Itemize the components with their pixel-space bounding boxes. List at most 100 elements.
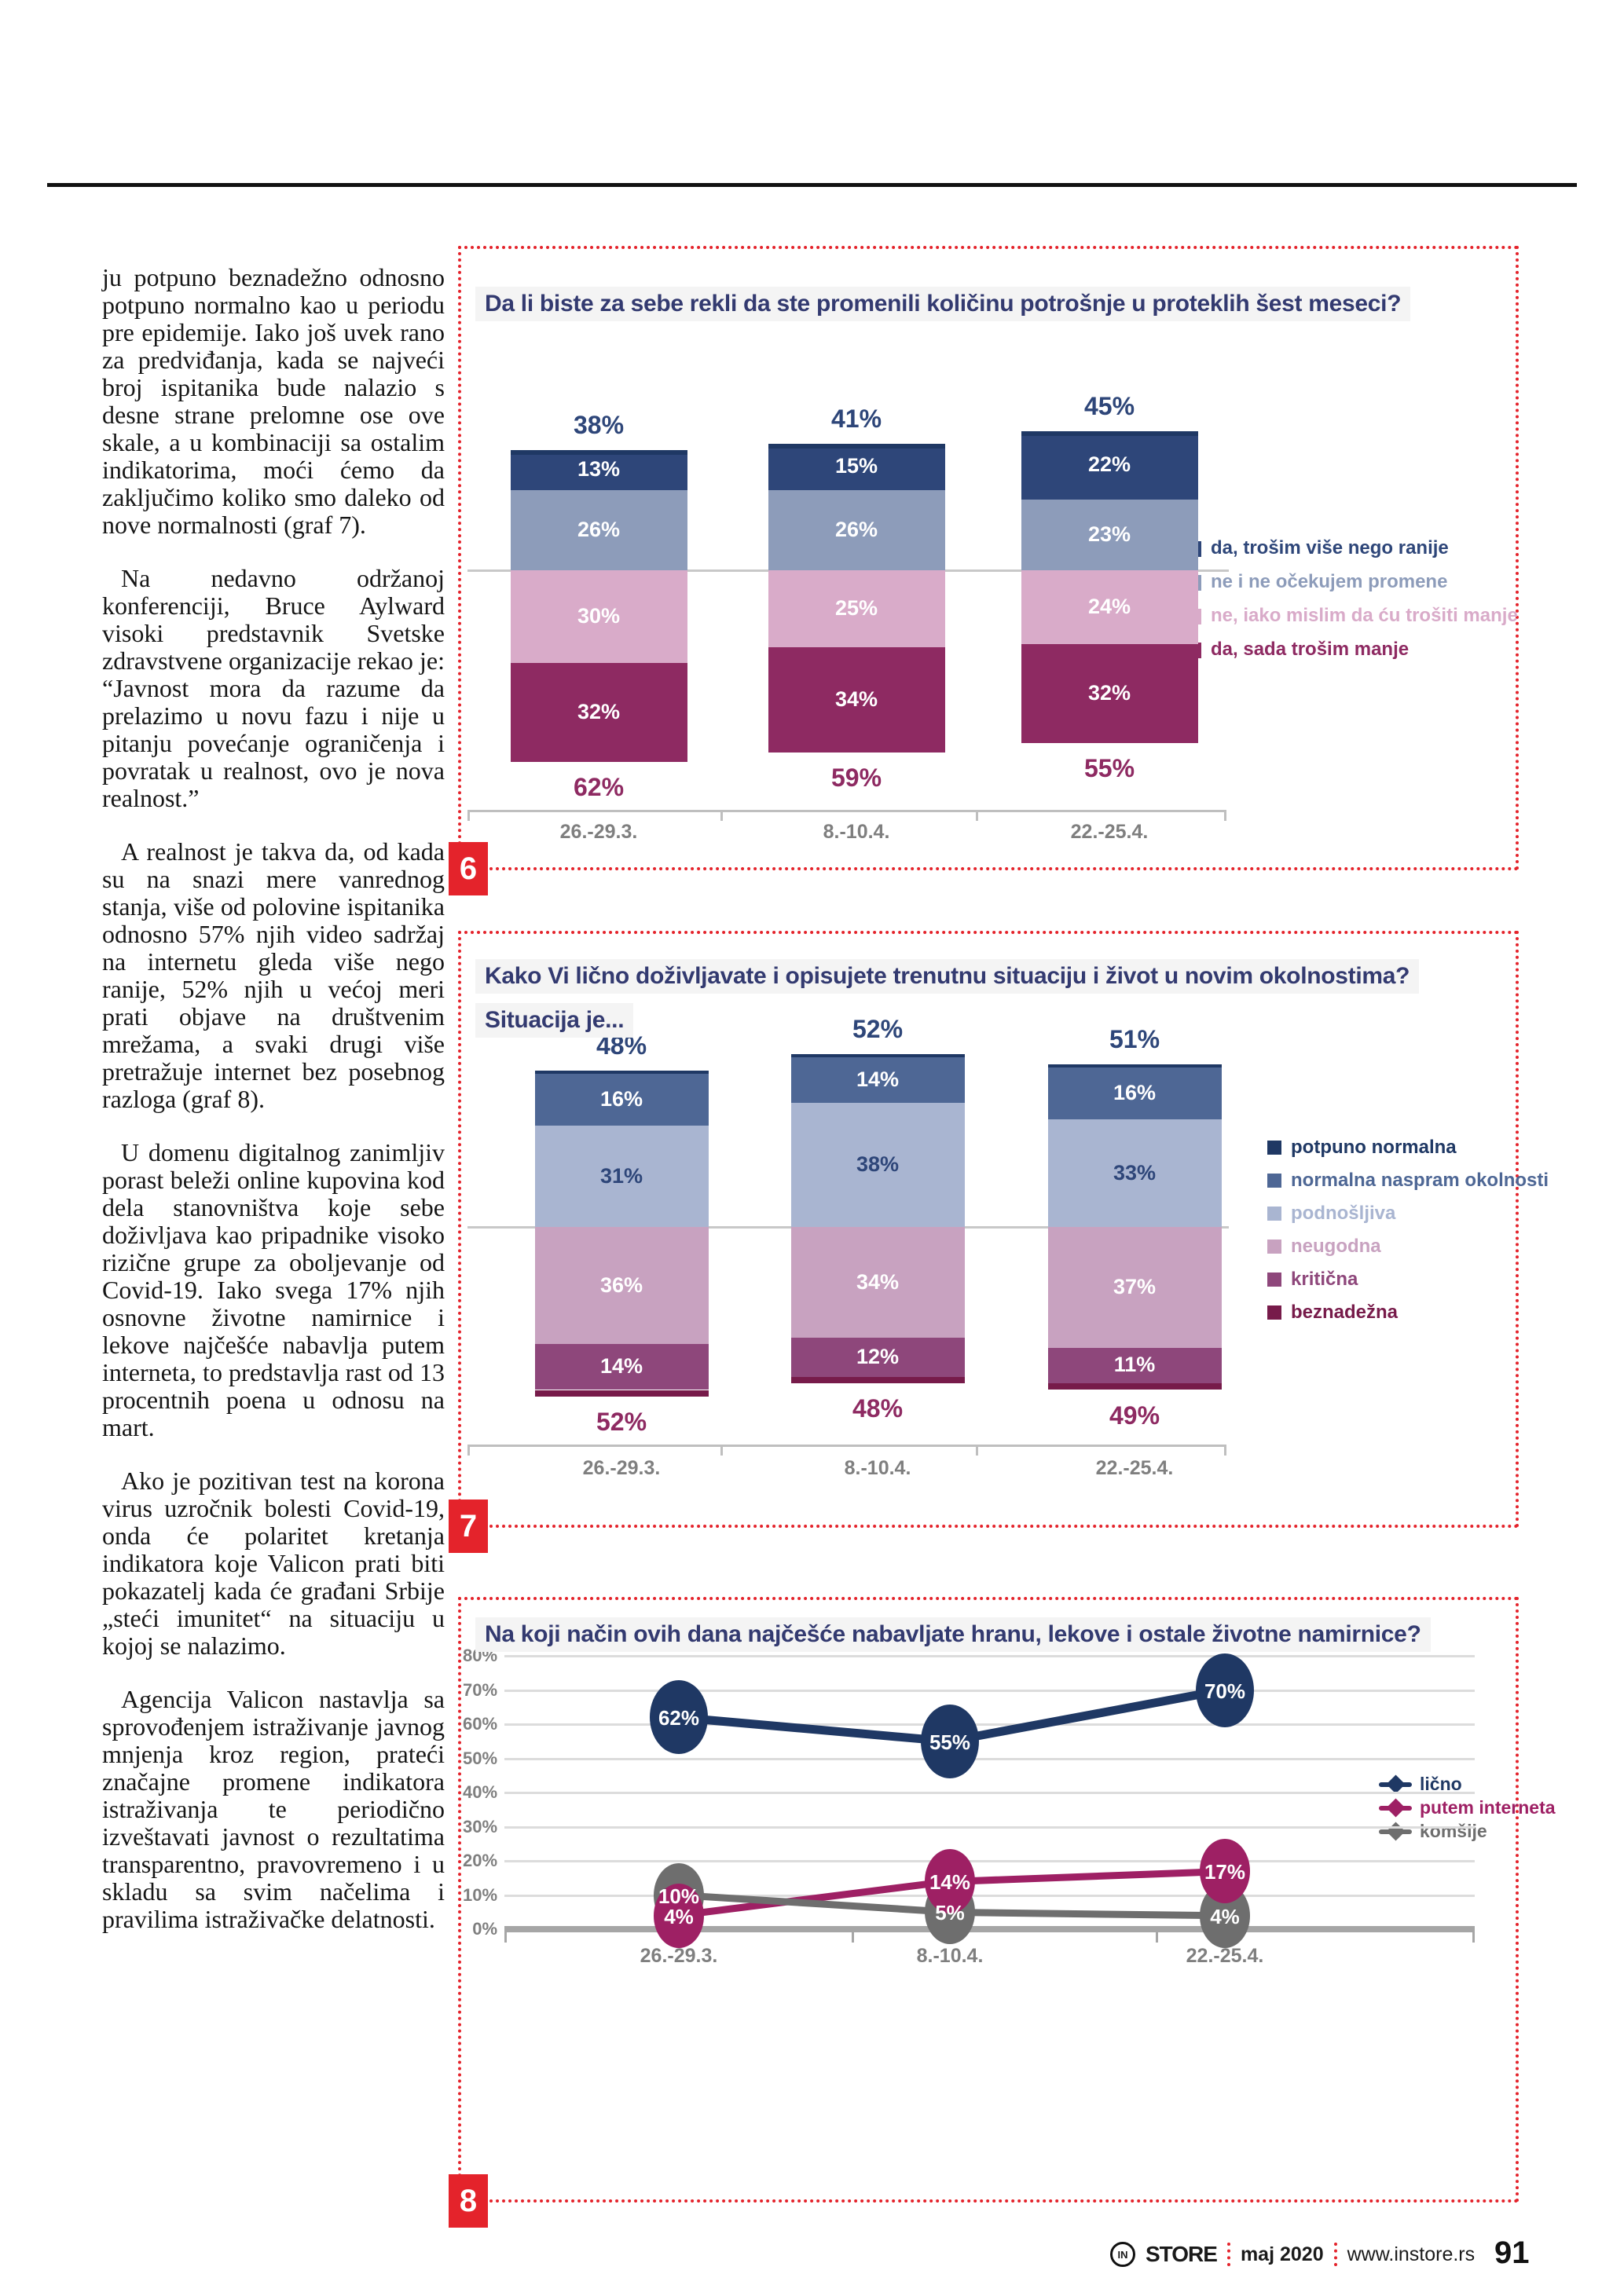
legend-swatch (1267, 1305, 1281, 1320)
y-tick-label: 10% (463, 1884, 498, 1905)
grid-line (504, 1894, 1475, 1897)
header-rule (47, 183, 1577, 187)
date-label: 22.-25.4. (1186, 1945, 1264, 1967)
segment-label: 12% (856, 1345, 900, 1368)
bar-segment (1047, 1067, 1222, 1120)
grid-line (504, 1792, 1475, 1794)
chart-title: Kako Vi lično doživljavate i opisujete t… (475, 959, 1420, 994)
date-label: 8.-10.4. (823, 821, 890, 843)
point-label: 14% (929, 1870, 971, 1895)
date-label: 26.-29.3. (640, 1945, 718, 1967)
segment-label: 24% (1087, 595, 1131, 619)
legend-label: potpuno normalna (1291, 1137, 1457, 1158)
bar-total-bottom: 55% (1083, 754, 1135, 783)
chart-subtitle: Situacija je... (475, 1003, 634, 1038)
article-paragraph: Ako je pozitivan test na korona virus uz… (102, 1467, 445, 1660)
bar-segment (534, 1390, 709, 1397)
segment-label: 16% (1113, 1080, 1157, 1104)
article-paragraph: Na nedavno održanoj konferenciji, Bruce … (102, 564, 445, 812)
y-tick-label: 20% (463, 1851, 498, 1870)
chart-panel-spending: Da li biste za sebe rekli da ste promeni… (458, 246, 1519, 870)
segment-label: 15% (834, 454, 878, 478)
data-line (948, 1686, 1226, 1746)
bar-segment (768, 489, 945, 570)
segment-label: 31% (599, 1163, 643, 1188)
legend-swatch (1267, 1174, 1281, 1188)
segment-label: 38% (856, 1152, 900, 1177)
legend-label: neugodna (1291, 1236, 1381, 1257)
segment-label: 37% (1113, 1274, 1157, 1298)
grid-line (504, 1655, 1475, 1657)
grid-line (504, 1723, 1475, 1726)
y-tick-label: 0% (472, 1919, 497, 1939)
footer: IN STORE maj 2020 www.instore.rs (1110, 2240, 1475, 2269)
x-axis-tick (1156, 1932, 1158, 1943)
segment-label: 32% (577, 699, 621, 723)
instore-logo-icon: IN (1110, 2242, 1135, 2267)
legend-label: kritična (1291, 1269, 1358, 1290)
y-tick-label: 60% (463, 1714, 498, 1734)
bar-segment (1021, 570, 1198, 645)
segment-label: 16% (599, 1087, 643, 1111)
data-line (949, 1867, 1226, 1885)
legend-label: putem interneta (1420, 1797, 1556, 1818)
chart-panel-procurement: Na koji način ovih dana najčešće nabavlj… (458, 1597, 1556, 2203)
legend-label: komšije (1420, 1821, 1487, 1841)
bar-segment (510, 449, 687, 490)
data-point (1200, 1839, 1250, 1904)
bar-segment (768, 443, 945, 490)
segment-label: 11% (1113, 1353, 1156, 1377)
footer-separator-icon (1226, 2243, 1230, 2266)
bar-segment (790, 1227, 965, 1338)
article-paragraph: A realnost je takva da, od kada su na sn… (102, 837, 445, 1113)
y-tick-label: 40% (463, 1782, 498, 1802)
segment-label: 32% (1087, 681, 1131, 705)
bar-total-bottom: 52% (596, 1407, 647, 1436)
y-tick-label: 50% (463, 1748, 498, 1768)
data-line (678, 1712, 951, 1746)
grid-line (504, 1860, 1475, 1862)
date-label: 26.-29.3. (582, 1457, 661, 1479)
bar-segment (1047, 1227, 1222, 1348)
x-axis-tick (1472, 1932, 1475, 1943)
x-axis-tick (976, 810, 978, 821)
bar-total-top: 51% (1109, 1024, 1160, 1053)
bar-segment (1047, 1347, 1222, 1384)
legend-swatch (1267, 1207, 1281, 1221)
bar-segment (790, 1338, 965, 1377)
segment-label: 26% (834, 517, 878, 541)
bar-segment (768, 647, 945, 753)
bar-segment (510, 489, 687, 570)
legend-swatch (1267, 1141, 1281, 1155)
bar-total-top: 45% (1083, 392, 1135, 421)
bar-segment (1047, 1064, 1222, 1067)
date-label: 8.-10.4. (916, 1945, 984, 1967)
point-label: 10% (658, 1884, 700, 1908)
segment-label: 30% (577, 603, 621, 628)
segment-label: 34% (834, 687, 878, 712)
y-tick-label: 30% (463, 1816, 498, 1836)
legend-label: beznadežna (1291, 1302, 1399, 1323)
bar-total-bottom: 62% (573, 772, 625, 801)
legend-marker-diamond (1386, 1822, 1406, 1841)
bar-segment (790, 1103, 965, 1227)
segment-label: 34% (856, 1269, 900, 1294)
bar-total-bottom: 59% (830, 763, 882, 792)
data-point (925, 1849, 975, 1914)
bar-segment (534, 1227, 709, 1345)
footer-website: www.instore.rs (1347, 2243, 1476, 2265)
data-point (1196, 1653, 1254, 1727)
footer-issue: maj 2020 (1240, 2243, 1324, 2265)
segment-label: 25% (834, 596, 878, 621)
graf-number-badge: 6 (449, 842, 488, 895)
x-axis-line (467, 810, 1226, 812)
x-axis-line (467, 1445, 1226, 1447)
x-axis-tick (1224, 810, 1226, 821)
article-paragraph: ju potpuno beznadežno odnosno potpuno no… (102, 263, 445, 539)
data-point (650, 1680, 708, 1755)
segment-label: 26% (577, 517, 621, 541)
point-label: 17% (1204, 1860, 1246, 1884)
data-line (949, 1908, 1226, 1920)
x-axis-tick (976, 1445, 978, 1456)
article-column: ju potpuno beznadežno odnosno potpuno no… (102, 264, 445, 1959)
